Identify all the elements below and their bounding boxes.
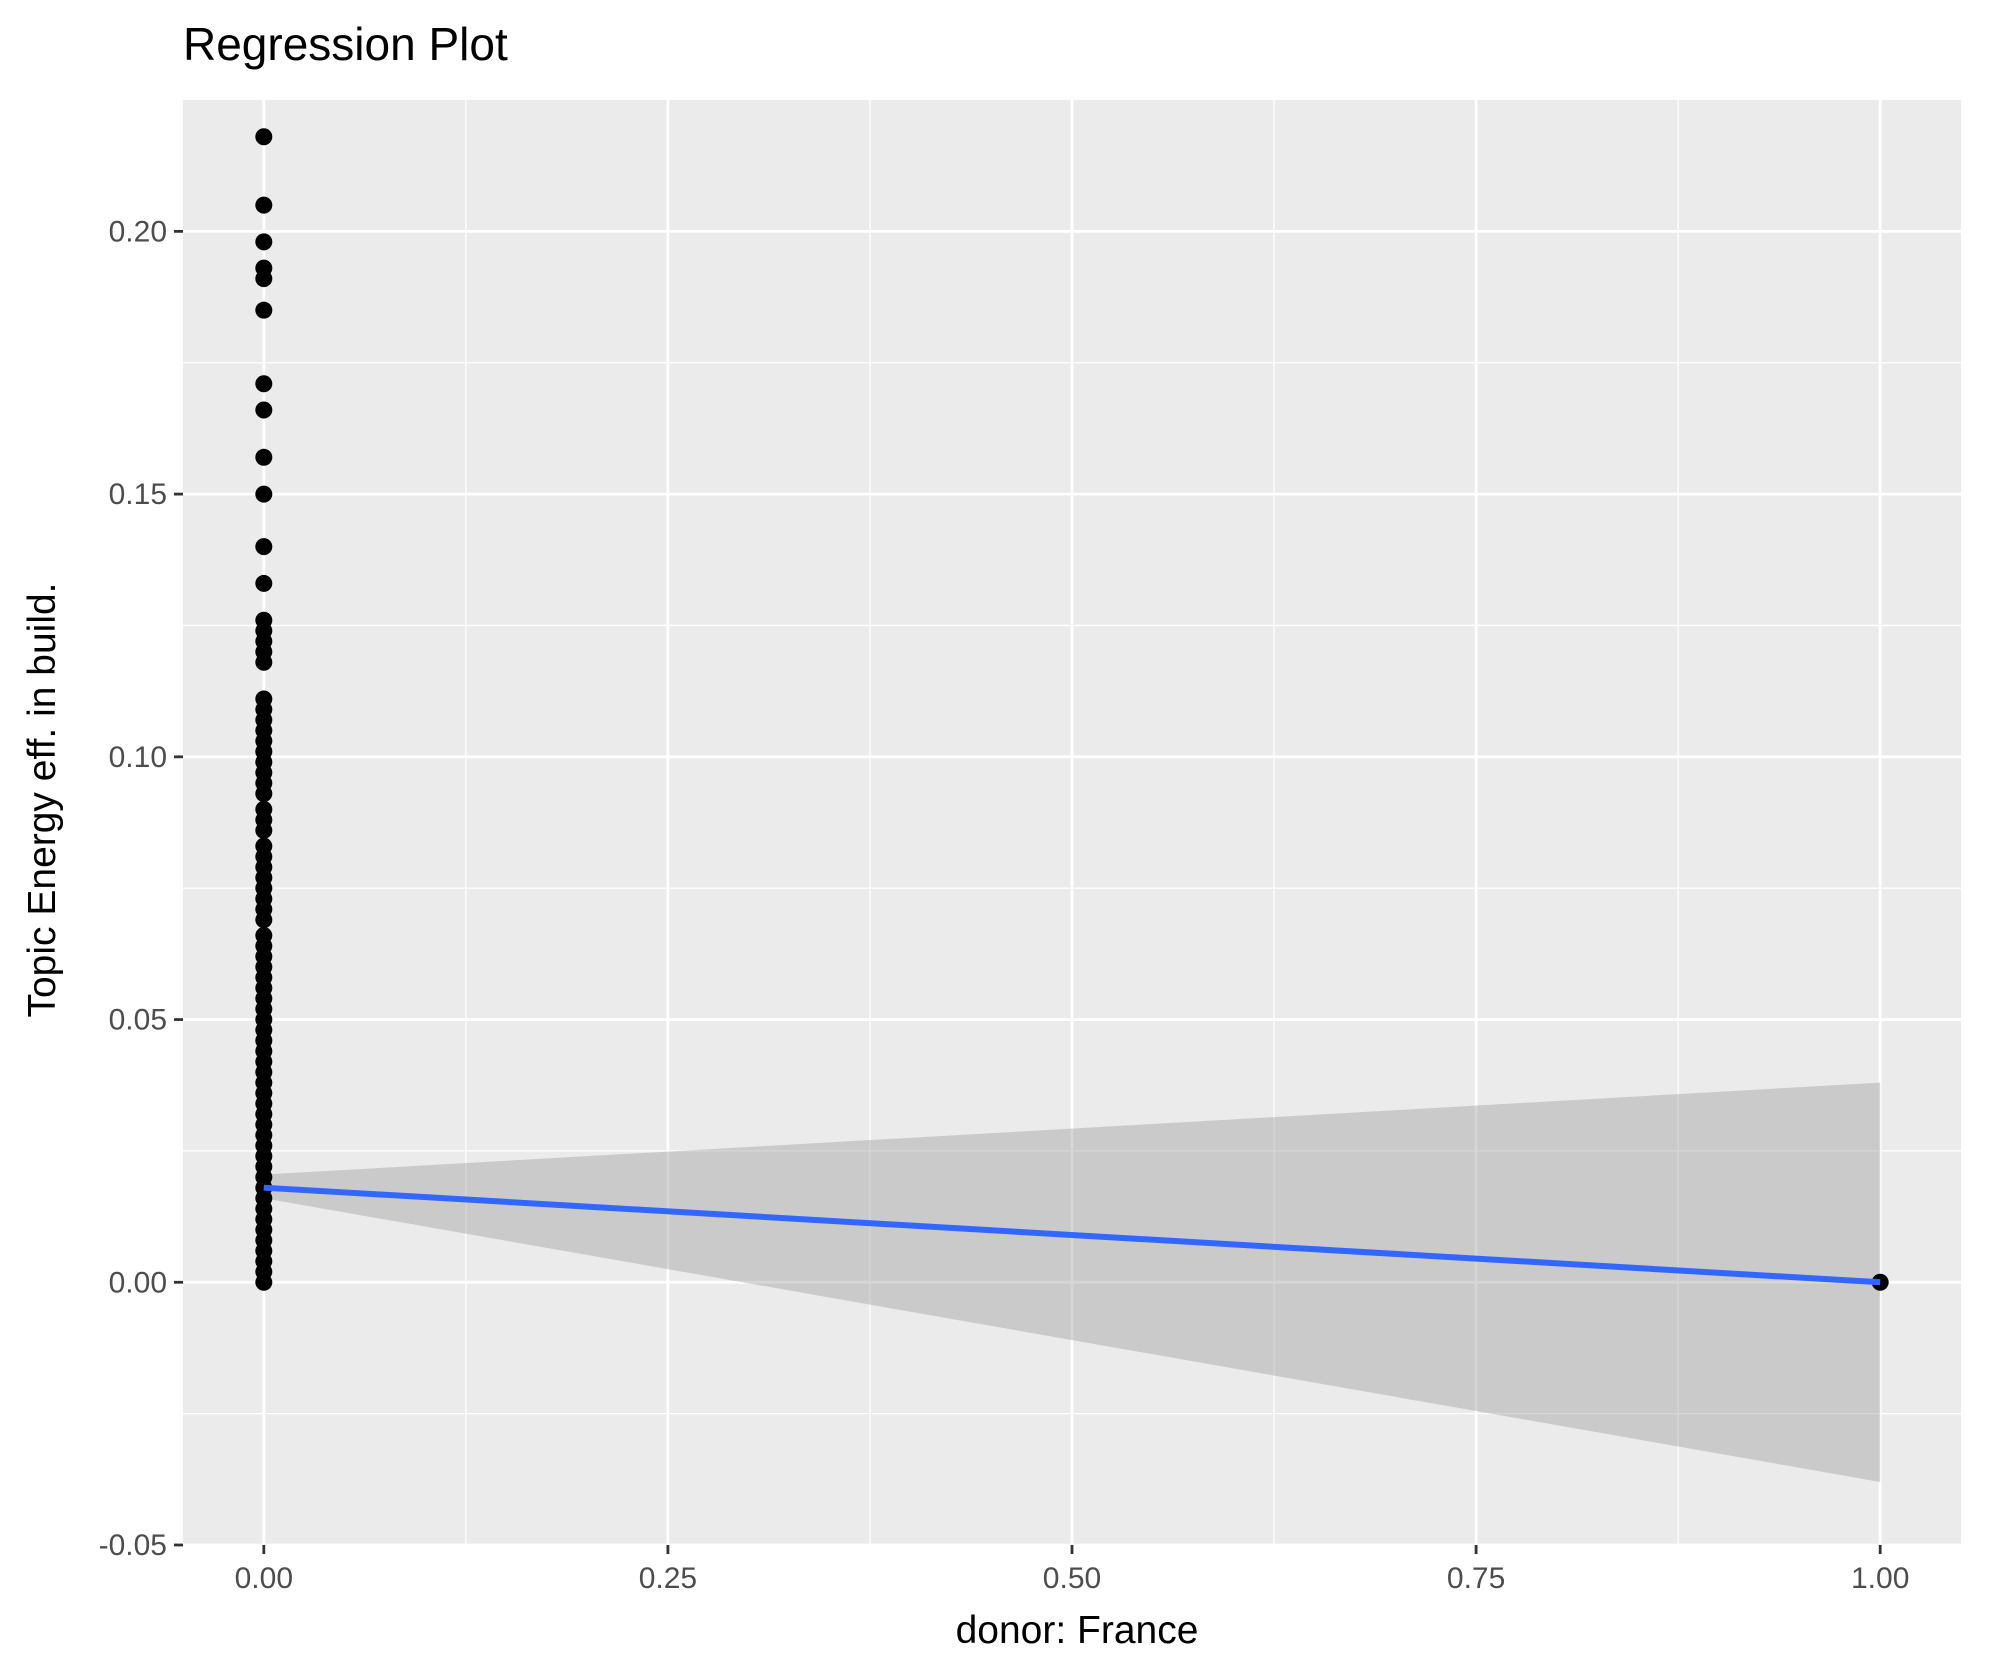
- scatter-point: [255, 375, 273, 393]
- scatter-point: [255, 196, 273, 214]
- scatter-point: [255, 485, 273, 503]
- scatter-point: [255, 233, 273, 251]
- scatter-point: [255, 401, 273, 419]
- x-tick-label: 0.75: [1447, 1562, 1505, 1595]
- y-tick-label: 0.00: [109, 1266, 167, 1299]
- y-tick-label: -0.05: [99, 1529, 167, 1562]
- scatter-point: [255, 301, 273, 319]
- x-tick-label: 1.00: [1851, 1562, 1909, 1595]
- x-axis: 0.00 0.25 0.50 0.75 1.00: [235, 1545, 1909, 1595]
- scatter-point: [255, 821, 273, 839]
- regression-line: [263, 1184, 1881, 1286]
- y-axis: -0.05 0.00 0.05 0.10 0.15 0.20: [99, 215, 183, 1562]
- scatter-point: [255, 128, 273, 146]
- x-tick-label: 0.00: [235, 1562, 293, 1595]
- y-tick-label: 0.05: [109, 1004, 167, 1037]
- scatter-point: [255, 653, 273, 671]
- y-axis-title: Topic Energy eff. in build.: [21, 582, 64, 1017]
- y-tick-label: 0.15: [109, 478, 167, 511]
- y-tick-label: 0.10: [109, 741, 167, 774]
- scatter-point: [255, 574, 273, 592]
- x-axis-title: donor: France: [956, 1609, 1199, 1652]
- plot-panel: [183, 100, 1961, 1547]
- scatter-point: [255, 270, 273, 288]
- x-tick-label: 0.25: [639, 1562, 697, 1595]
- confidence-band: [263, 1082, 1881, 1482]
- scatter-point: [255, 538, 273, 556]
- scatter-point: [255, 448, 273, 466]
- chart-title: Regression Plot: [183, 18, 508, 70]
- scatter-point: [255, 911, 273, 929]
- x-tick-label: 0.50: [1043, 1562, 1101, 1595]
- scatter-point: [255, 1273, 273, 1291]
- scatter-point: [255, 785, 273, 803]
- y-tick-label: 0.20: [109, 215, 167, 248]
